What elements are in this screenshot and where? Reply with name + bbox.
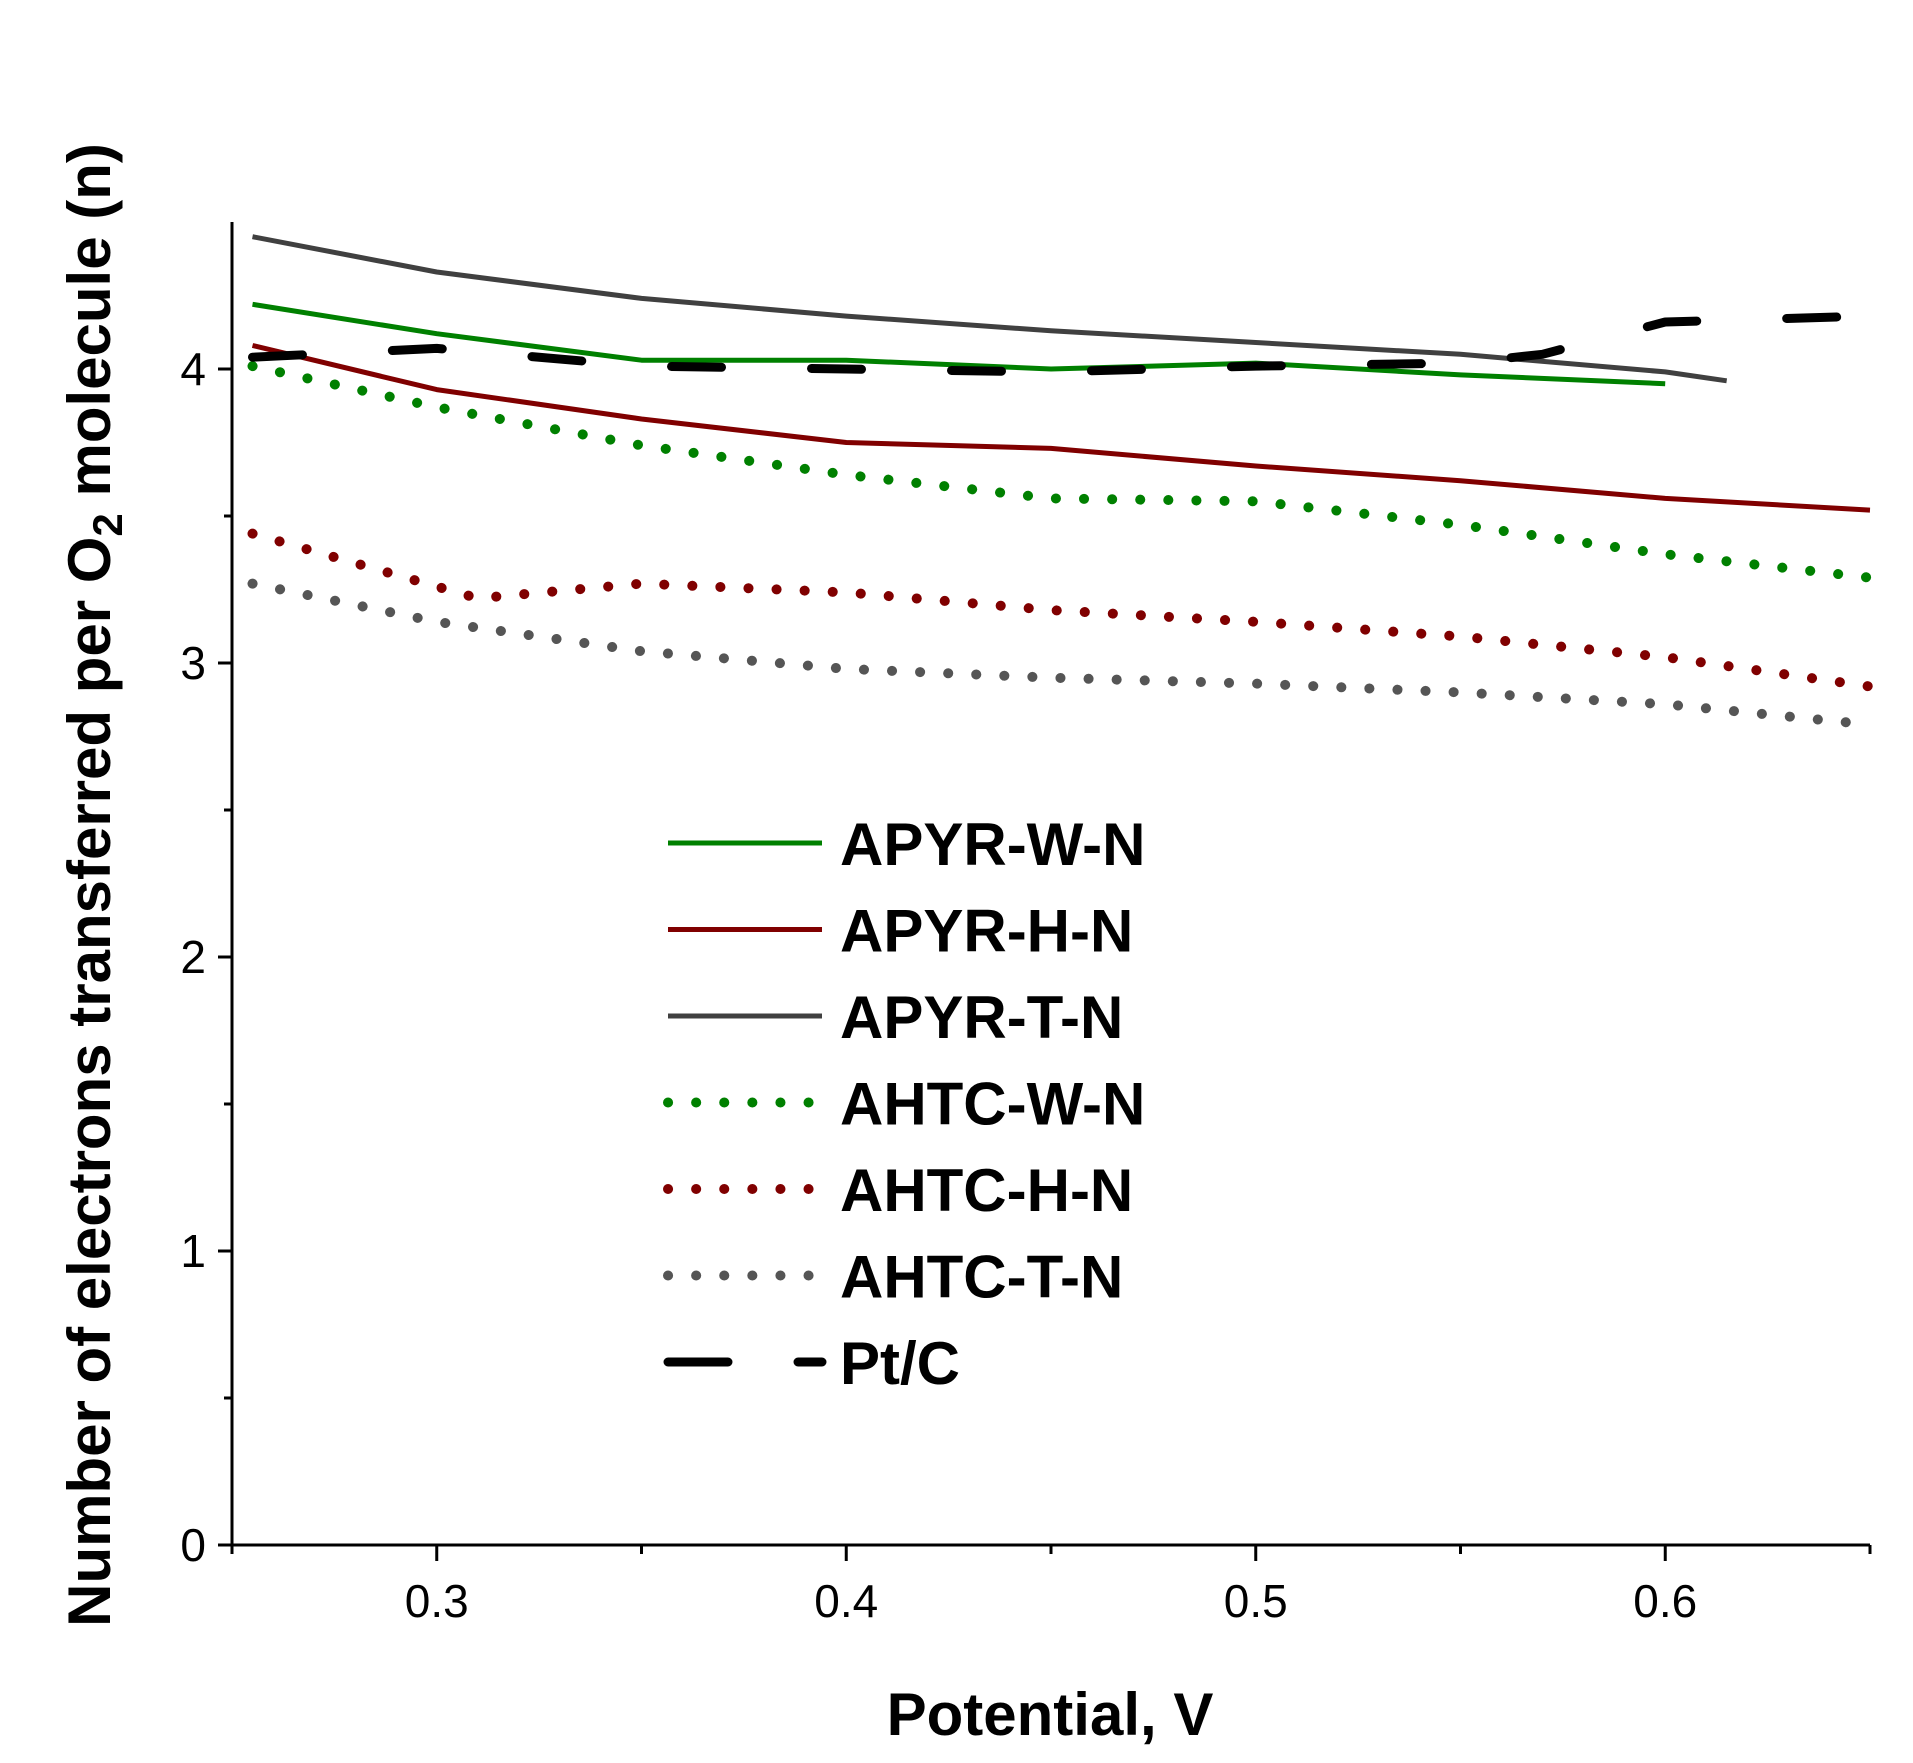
x-tick-label: 0.4 (814, 1575, 878, 1627)
series-line-ahtc-w-n (247, 361, 1875, 583)
legend-label: Pt/C (840, 1330, 960, 1397)
series-line-ahtc-h-n (247, 528, 1875, 692)
axes (230, 222, 1870, 1547)
legend-label: APYR-H-N (840, 898, 1133, 965)
legend-label: AHTC-H-N (840, 1157, 1133, 1224)
y-tick-label: 1 (180, 1225, 206, 1277)
series-line-ahtc-t-n (247, 578, 1875, 730)
legend-label: AHTC-W-N (840, 1071, 1145, 1138)
y-axis-title-subscript: 2 (84, 513, 131, 536)
y-ticks: 0 1 2 3 4 (180, 343, 232, 1571)
x-axis-title: Potential, V (887, 1681, 1214, 1748)
x-tick-label: 0.6 (1633, 1575, 1697, 1627)
y-tick-label: 4 (180, 343, 206, 395)
y-axis-title-end: molecule (n) (56, 143, 123, 513)
legend-label: APYR-W-N (840, 811, 1145, 878)
legend: APYR-W-N APYR-H-N APYR-T-N AHTC-W-N AHTC-H-N… (663, 811, 1145, 1397)
series-group (247, 234, 1875, 730)
legend-label: APYR-T-N (840, 984, 1123, 1051)
legend-label: AHTC-T-N (840, 1244, 1123, 1311)
y-axis-title-main: Number of electrons transferred per O (56, 537, 123, 1627)
y-axis-title: Number of electrons transferred per O2 m… (56, 143, 131, 1627)
y-tick-label: 3 (180, 637, 206, 689)
y-tick-label: 0 (180, 1519, 206, 1571)
series-line-apyr-h-n (251, 343, 1871, 513)
series-line-pt-c (248, 311, 1875, 377)
x-ticks: 0.3 0.4 0.5 0.6 (230, 1545, 1872, 1627)
x-tick-label: 0.3 (405, 1575, 469, 1627)
x-tick-label: 0.5 (1224, 1575, 1288, 1627)
series-line-apyr-t-n (252, 234, 1728, 384)
y-tick-label: 2 (180, 931, 206, 983)
series-line-apyr-w-n (252, 301, 1666, 387)
